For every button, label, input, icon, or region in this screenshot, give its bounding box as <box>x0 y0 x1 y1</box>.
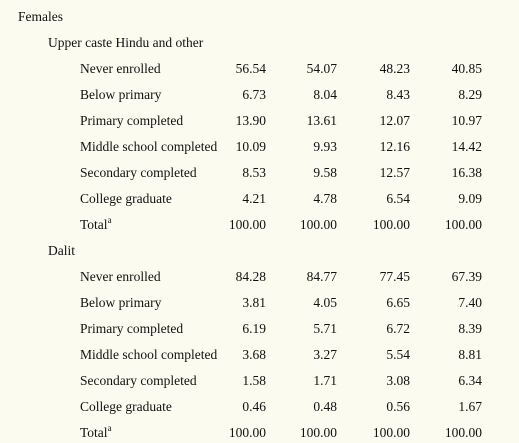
row-label: Totala <box>80 423 112 441</box>
cell-value: 7.40 <box>458 295 482 310</box>
cell-value: 56.54 <box>235 61 266 76</box>
row-label-text: Secondary completed <box>80 165 197 180</box>
cell-value: 6.34 <box>458 373 482 388</box>
cell-value: 6.72 <box>386 321 410 336</box>
cell-value: 9.58 <box>313 165 337 180</box>
cell-value: 8.04 <box>313 87 337 102</box>
cell-value: 40.85 <box>451 61 482 76</box>
group-name: Upper caste Hindu and other <box>48 35 204 50</box>
cell-value: 8.29 <box>458 87 482 102</box>
footnote-mark: a <box>107 423 112 433</box>
cell-value: 16.38 <box>451 165 482 180</box>
cell-value: 9.09 <box>458 191 482 206</box>
cell-value: 100.00 <box>444 217 482 232</box>
row-label: Secondary completed <box>80 165 197 181</box>
cell-value: 84.77 <box>306 269 337 284</box>
cell-value: 1.67 <box>458 399 482 414</box>
cell-value: 8.53 <box>242 165 266 180</box>
row-label: Secondary completed <box>80 373 197 389</box>
row-label: Primary completed <box>80 321 183 337</box>
cell-value: 1.71 <box>313 373 337 388</box>
cell-value: 67.39 <box>451 269 482 284</box>
cell-value: 13.61 <box>306 113 337 128</box>
row-label-text: Middle school completed <box>80 139 218 154</box>
row-label-text: Total <box>80 217 108 232</box>
cell-value: 1.58 <box>242 373 266 388</box>
row-label: Primary completed <box>80 113 183 129</box>
cell-value: 5.71 <box>313 321 337 336</box>
cell-value: 100.00 <box>372 425 410 440</box>
row-label: Middle school completed <box>80 347 217 363</box>
cell-value: 0.46 <box>242 399 266 414</box>
cell-value: 6.54 <box>386 191 410 206</box>
cell-value: 6.19 <box>242 321 266 336</box>
cell-value: 10.09 <box>235 139 266 154</box>
group-name: Dalit <box>48 243 75 258</box>
footnote-mark: a <box>107 215 112 225</box>
cell-value: 77.45 <box>379 269 410 284</box>
row-label: College graduate <box>80 191 172 207</box>
cell-value: 100.00 <box>228 217 266 232</box>
cell-value: 100.00 <box>228 425 266 440</box>
cell-value: 3.68 <box>242 347 266 362</box>
cell-value: 13.90 <box>235 113 266 128</box>
cell-value: 8.81 <box>458 347 482 362</box>
cell-value: 5.54 <box>386 347 410 362</box>
cell-value: 14.42 <box>451 139 482 154</box>
row-label-text: College graduate <box>80 191 172 206</box>
cell-value: 0.56 <box>386 399 410 414</box>
row-label: Never enrolled <box>80 61 161 77</box>
row-label-text: Primary completed <box>80 113 184 128</box>
cell-value: 12.57 <box>379 165 410 180</box>
cell-value: 0.48 <box>313 399 337 414</box>
cell-value: 100.00 <box>299 217 337 232</box>
row-label: Totala <box>80 215 112 233</box>
cell-value: 6.65 <box>386 295 410 310</box>
row-label-text: Never enrolled <box>80 61 161 76</box>
row-label-text: Total <box>80 425 108 440</box>
row-label: College graduate <box>80 399 172 415</box>
section-title: Females <box>18 9 63 24</box>
cell-value: 8.39 <box>458 321 482 336</box>
cell-value: 9.93 <box>313 139 337 154</box>
cell-value: 100.00 <box>444 425 482 440</box>
cell-value: 12.16 <box>379 139 410 154</box>
cell-value: 8.43 <box>386 87 410 102</box>
row-label: Never enrolled <box>80 269 161 285</box>
cell-value: 3.08 <box>386 373 410 388</box>
row-label-text: Below primary <box>80 295 162 310</box>
row-label-text: Below primary <box>80 87 162 102</box>
cell-value: 54.07 <box>306 61 337 76</box>
cell-value: 48.23 <box>379 61 410 76</box>
cell-value: 100.00 <box>372 217 410 232</box>
cell-value: 12.07 <box>379 113 410 128</box>
row-label-text: Secondary completed <box>80 373 197 388</box>
cell-value: 4.78 <box>313 191 337 206</box>
row-label: Below primary <box>80 87 161 103</box>
cell-value: 100.00 <box>299 425 337 440</box>
row-label-text: Primary completed <box>80 321 184 336</box>
row-label: Middle school completed <box>80 139 217 155</box>
row-label-text: Middle school completed <box>80 347 218 362</box>
cell-value: 4.05 <box>313 295 337 310</box>
cell-value: 6.73 <box>242 87 266 102</box>
cell-value: 3.27 <box>313 347 337 362</box>
cell-value: 4.21 <box>242 191 266 206</box>
row-label-text: Never enrolled <box>80 269 161 284</box>
row-label-text: College graduate <box>80 399 172 414</box>
cell-value: 10.97 <box>451 113 482 128</box>
cell-value: 84.28 <box>235 269 266 284</box>
cell-value: 3.81 <box>242 295 266 310</box>
row-label: Below primary <box>80 295 161 311</box>
